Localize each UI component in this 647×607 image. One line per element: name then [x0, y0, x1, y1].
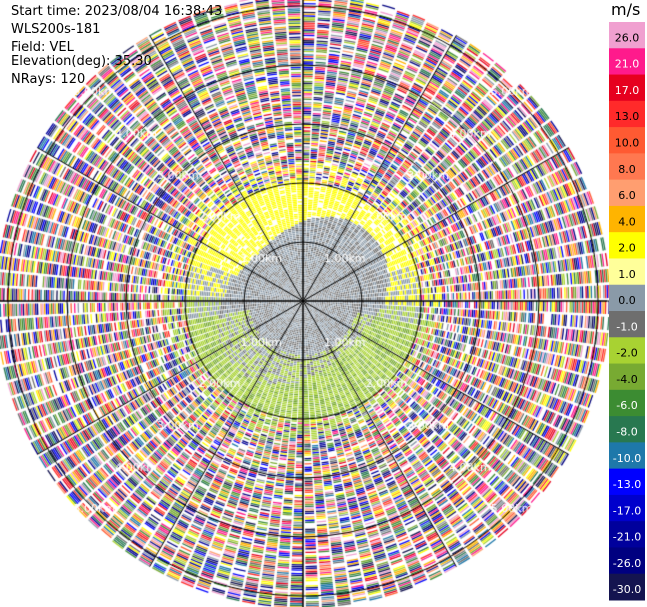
field-label: Field: VEL — [11, 40, 74, 55]
colorbar-unit: m/s — [611, 0, 641, 19]
start-time-label: Start time: 2023/08/04 16:38:43 — [11, 4, 223, 19]
nrays-label: NRays: 120 — [11, 72, 86, 87]
instrument-label: WLS200s-181 — [11, 22, 101, 37]
elevation-label: Elevation(deg): 35.30 — [11, 54, 152, 69]
